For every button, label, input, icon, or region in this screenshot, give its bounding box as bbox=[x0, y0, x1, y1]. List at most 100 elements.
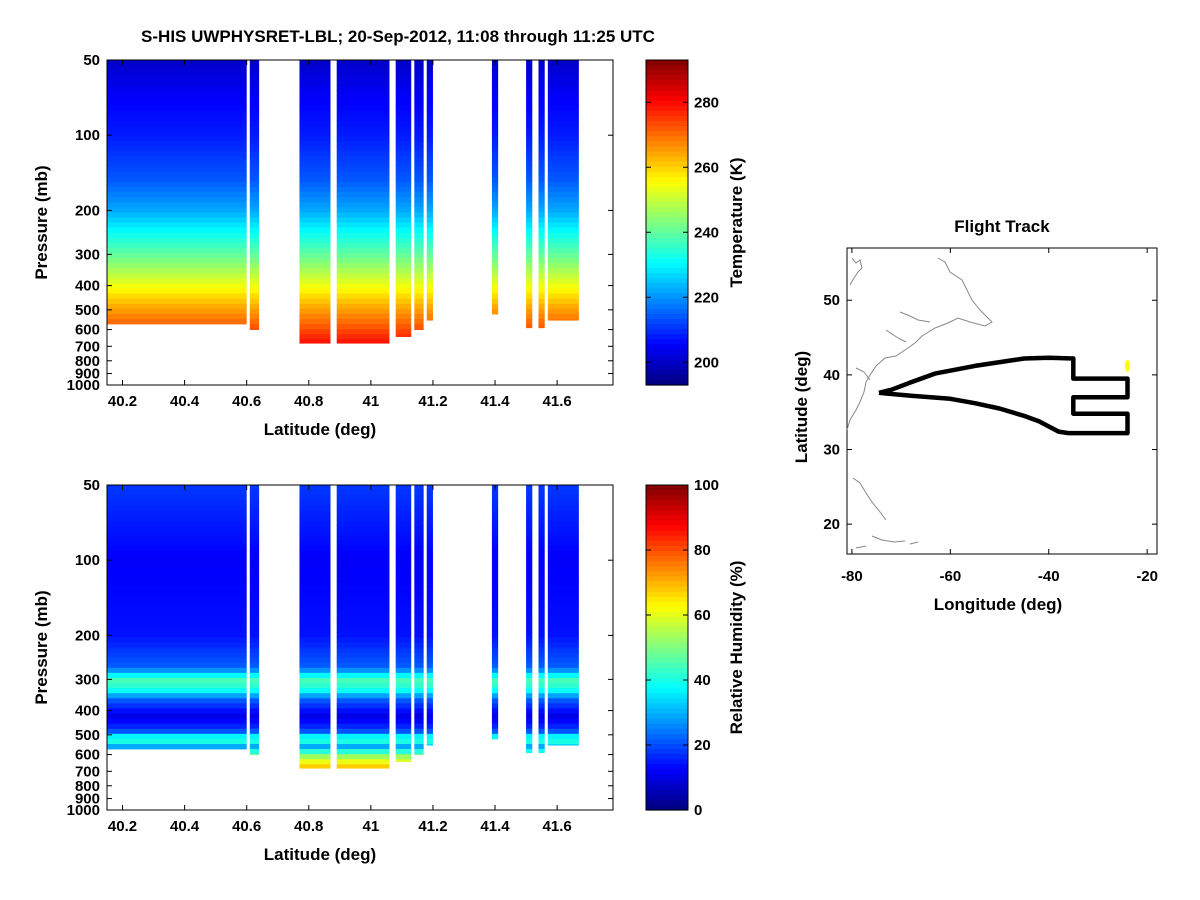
data-cell bbox=[526, 652, 533, 659]
y-tick-label: 200 bbox=[75, 627, 100, 644]
data-cell bbox=[395, 606, 412, 613]
x-tick-label: 40.6 bbox=[232, 818, 261, 835]
data-cell bbox=[336, 136, 390, 142]
data-cell bbox=[547, 505, 579, 511]
data-cell bbox=[491, 115, 499, 122]
data-cell bbox=[426, 662, 433, 669]
data-cell bbox=[395, 293, 412, 300]
data-cell bbox=[107, 207, 247, 213]
x-tick-label: 41.4 bbox=[480, 393, 510, 410]
data-cell bbox=[491, 303, 499, 310]
data-cell bbox=[414, 495, 424, 501]
data-cell bbox=[249, 683, 260, 689]
data-cell bbox=[395, 530, 412, 537]
data-cell bbox=[249, 192, 260, 198]
data-cell bbox=[547, 252, 579, 259]
colorbar-tick-label: 240 bbox=[694, 224, 719, 241]
data-cell bbox=[547, 90, 579, 96]
data-cell bbox=[491, 232, 499, 239]
colorbar-tick-label: 220 bbox=[694, 289, 719, 306]
data-cell bbox=[395, 161, 412, 168]
data-cell bbox=[547, 490, 579, 496]
data-cell bbox=[526, 667, 533, 674]
data-cell bbox=[414, 258, 424, 264]
data-cell bbox=[426, 252, 433, 259]
data-cell bbox=[426, 683, 433, 689]
data-cell bbox=[336, 298, 390, 305]
data-cell bbox=[526, 283, 533, 289]
data-cell bbox=[107, 581, 247, 587]
data-cell bbox=[299, 505, 331, 511]
data-cell bbox=[526, 90, 533, 96]
data-cell bbox=[526, 278, 533, 284]
data-cell bbox=[107, 212, 247, 218]
relative_humidity-colorbar: 100 80 60 40 20 0 Relative Humidity (%) bbox=[645, 477, 746, 819]
data-cell bbox=[547, 151, 579, 157]
data-cell bbox=[491, 126, 499, 132]
data-cell bbox=[538, 647, 545, 653]
data-cell bbox=[249, 313, 260, 320]
data-cell bbox=[107, 90, 247, 96]
colorbar-swatch bbox=[646, 754, 688, 760]
data-cell bbox=[538, 545, 545, 552]
data-cell bbox=[414, 161, 424, 168]
data-cell bbox=[547, 146, 579, 152]
data-cell bbox=[414, 749, 424, 755]
data-cell bbox=[299, 186, 331, 193]
colorbar-swatch bbox=[646, 176, 688, 183]
data-cell bbox=[538, 242, 545, 249]
y-tick-label: 900 bbox=[75, 366, 100, 383]
data-cell bbox=[336, 688, 390, 694]
data-cell bbox=[547, 642, 579, 648]
colorbar-swatch bbox=[646, 779, 688, 786]
data-cell bbox=[491, 617, 499, 623]
data-cell bbox=[249, 545, 260, 552]
data-cell bbox=[491, 667, 499, 674]
data-cell bbox=[426, 495, 433, 501]
data-cell bbox=[491, 283, 499, 289]
data-cell bbox=[547, 212, 579, 218]
data-cell bbox=[249, 247, 260, 254]
data-cell bbox=[426, 698, 433, 704]
data-cell bbox=[395, 759, 412, 762]
x-tick-label: 41.6 bbox=[543, 393, 572, 410]
data-cell bbox=[538, 60, 545, 66]
data-cell bbox=[526, 131, 533, 137]
data-cell bbox=[426, 642, 433, 648]
data-cell bbox=[426, 525, 433, 532]
data-cell bbox=[249, 500, 260, 506]
data-cell bbox=[395, 166, 412, 173]
data-cell bbox=[414, 232, 424, 239]
data-cell bbox=[249, 749, 260, 755]
data-cell bbox=[414, 186, 424, 193]
data-cell bbox=[336, 662, 390, 669]
data-cell bbox=[538, 217, 545, 223]
y-axis-label: Pressure (mb) bbox=[32, 165, 51, 279]
data-cell bbox=[414, 642, 424, 648]
data-cell bbox=[526, 520, 533, 527]
data-cell bbox=[249, 723, 260, 730]
colorbar-swatch bbox=[646, 131, 688, 137]
data-cell bbox=[538, 520, 545, 527]
data-cell bbox=[547, 535, 579, 542]
data-cell bbox=[395, 252, 412, 259]
data-cell bbox=[491, 556, 499, 562]
data-cell bbox=[538, 318, 545, 325]
data-cell bbox=[538, 268, 545, 274]
temperature-colorbar: 280 260 240 220 200 Temperature (K) bbox=[645, 59, 746, 386]
data-cell bbox=[336, 268, 390, 274]
data-cell bbox=[395, 698, 412, 704]
data-cell bbox=[414, 708, 424, 714]
data-cell bbox=[336, 207, 390, 213]
data-cell bbox=[336, 683, 390, 689]
colorbar-swatch bbox=[646, 110, 688, 117]
data-cell bbox=[538, 561, 545, 567]
data-cell bbox=[547, 75, 579, 81]
data-cell bbox=[547, 80, 579, 86]
data-cell bbox=[249, 126, 260, 132]
data-cell bbox=[395, 156, 412, 162]
data-cell bbox=[249, 268, 260, 274]
data-cell bbox=[538, 247, 545, 254]
data-cell bbox=[491, 65, 499, 71]
data-cell bbox=[299, 556, 331, 562]
